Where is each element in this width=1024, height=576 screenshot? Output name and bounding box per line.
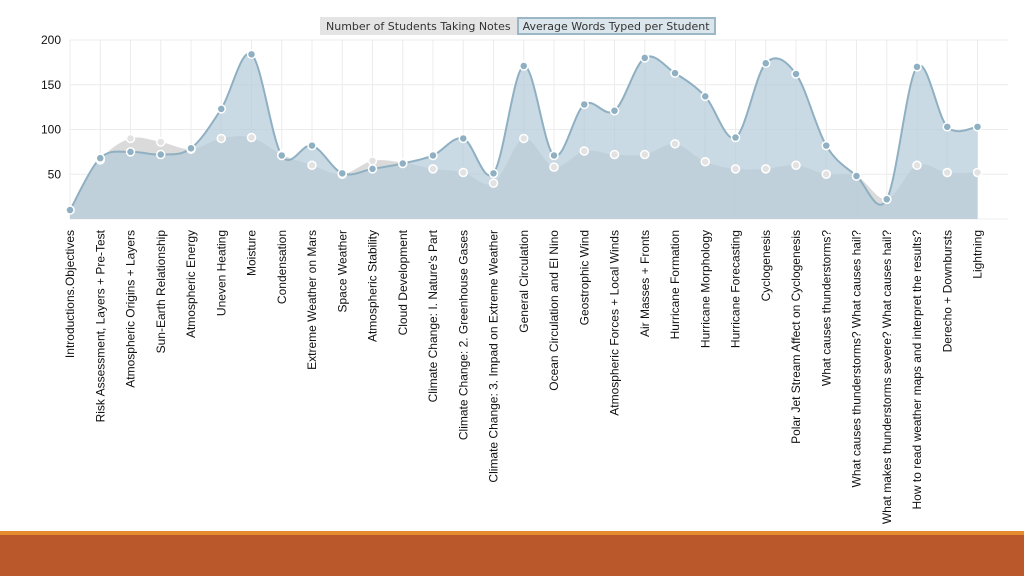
x-tick-label: Cyclogenesis bbox=[759, 230, 773, 301]
point-students-taking-notes[interactable] bbox=[156, 137, 166, 147]
line-average-words-typed bbox=[69, 52, 978, 211]
point-students-taking-notes[interactable] bbox=[519, 133, 529, 144]
point-average-words-typed[interactable] bbox=[851, 171, 862, 181]
point-average-words-typed[interactable] bbox=[307, 140, 317, 151]
x-tick-label: What makes thunderstorms severe? What ca… bbox=[880, 230, 894, 524]
point-average-words-typed[interactable] bbox=[488, 168, 499, 179]
point-average-words-typed[interactable] bbox=[125, 147, 136, 157]
x-tick-label: General Circulation bbox=[517, 230, 531, 333]
y-tick-label: 100 bbox=[41, 123, 61, 137]
x-tick-label: Introductions.Objectives bbox=[63, 230, 77, 358]
point-average-words-typed[interactable] bbox=[972, 122, 983, 132]
point-average-words-typed[interactable] bbox=[579, 99, 589, 110]
x-tick-label: Climate Change: I. Nature's Part bbox=[426, 229, 440, 402]
x-tick-label: Hurricane Morphology bbox=[698, 230, 712, 348]
point-average-words-typed[interactable] bbox=[428, 150, 438, 161]
point-students-taking-notes[interactable] bbox=[761, 164, 771, 174]
x-tick-label: Space Weather bbox=[335, 230, 349, 313]
x-tick-label: Ocean Circulation and El Nino bbox=[547, 230, 561, 391]
point-average-words-typed[interactable] bbox=[791, 69, 801, 79]
point-students-taking-notes[interactable] bbox=[307, 160, 317, 171]
x-tick-label: Moisture bbox=[245, 230, 259, 276]
x-tick-label: Atmospheric Origins + Layers bbox=[124, 230, 138, 388]
point-students-taking-notes[interactable] bbox=[488, 178, 499, 188]
point-average-words-typed[interactable] bbox=[95, 153, 105, 163]
point-average-words-typed[interactable] bbox=[398, 158, 408, 169]
y-tick-label: 50 bbox=[48, 167, 62, 181]
point-students-taking-notes[interactable] bbox=[821, 169, 831, 179]
point-average-words-typed[interactable] bbox=[337, 168, 347, 179]
point-average-words-typed[interactable] bbox=[277, 150, 287, 161]
x-tick-label: Sun-Earth Relationship bbox=[154, 230, 168, 354]
point-students-taking-notes[interactable] bbox=[640, 149, 650, 160]
point-average-words-typed[interactable] bbox=[730, 132, 741, 143]
y-axis: 50 100 150 200 bbox=[41, 33, 61, 181]
point-students-taking-notes[interactable] bbox=[700, 156, 710, 167]
x-tick-label: Hurricane Formation bbox=[668, 230, 682, 339]
x-tick-label: What causes thunderstorms? bbox=[819, 230, 833, 386]
point-average-words-typed[interactable] bbox=[246, 49, 257, 60]
x-tick-label: How to read weather maps and interpret t… bbox=[910, 230, 924, 510]
x-tick-label: Hurricane Forecasting bbox=[729, 230, 743, 348]
point-average-words-typed[interactable] bbox=[156, 149, 166, 160]
x-tick-label: Lightning bbox=[971, 230, 985, 279]
footer-accent-line bbox=[0, 531, 1024, 535]
point-students-taking-notes[interactable] bbox=[972, 167, 983, 178]
x-tick-label: Climate Change: 3. Impad on Extreme Weat… bbox=[487, 230, 501, 483]
point-students-taking-notes[interactable] bbox=[125, 133, 136, 144]
point-students-taking-notes[interactable] bbox=[730, 164, 741, 174]
x-tick-label: Atmospheric Forces + Local Winds bbox=[608, 230, 622, 416]
x-tick-label: What causes thunderstorms? What causes h… bbox=[850, 230, 864, 488]
point-average-words-typed[interactable] bbox=[367, 164, 378, 174]
point-average-words-typed[interactable] bbox=[519, 61, 529, 71]
point-students-taking-notes[interactable] bbox=[428, 164, 438, 174]
point-average-words-typed[interactable] bbox=[670, 68, 680, 78]
point-average-words-typed[interactable] bbox=[882, 194, 892, 205]
point-average-words-typed[interactable] bbox=[821, 140, 831, 151]
point-average-words-typed[interactable] bbox=[942, 122, 952, 132]
point-students-taking-notes[interactable] bbox=[246, 132, 257, 143]
x-axis: Introductions.Objectives Risk Assessment,… bbox=[63, 229, 985, 524]
x-tick-label: Atmospheric Energy bbox=[184, 230, 198, 338]
point-average-words-typed[interactable] bbox=[609, 105, 620, 116]
footer-bar bbox=[0, 535, 1024, 576]
point-average-words-typed[interactable] bbox=[216, 104, 226, 114]
x-tick-label: Condensation bbox=[275, 230, 289, 304]
point-students-taking-notes[interactable] bbox=[791, 160, 801, 171]
y-tick-label: 150 bbox=[41, 78, 61, 92]
point-students-taking-notes[interactable] bbox=[549, 162, 559, 172]
legend: Number of Students Taking Notes Average … bbox=[320, 17, 716, 35]
series-markers bbox=[65, 49, 983, 215]
x-tick-label: Climate Change: 2. Greenhouse Gases bbox=[456, 230, 470, 440]
point-average-words-typed[interactable] bbox=[65, 205, 75, 215]
point-average-words-typed[interactable] bbox=[700, 91, 710, 102]
x-tick-label: Atmospheric Stability bbox=[366, 230, 380, 342]
point-students-taking-notes[interactable] bbox=[216, 133, 226, 144]
point-students-taking-notes[interactable] bbox=[458, 167, 468, 178]
point-students-taking-notes[interactable] bbox=[579, 146, 589, 156]
x-tick-label: Risk Assessment, Layers + Pre-Test bbox=[93, 229, 107, 422]
point-average-words-typed[interactable] bbox=[549, 150, 559, 161]
point-average-words-typed[interactable] bbox=[912, 62, 922, 72]
point-students-taking-notes[interactable] bbox=[609, 149, 620, 160]
x-tick-label: Geostrophic Wind bbox=[577, 230, 591, 325]
point-students-taking-notes[interactable] bbox=[912, 160, 922, 171]
point-students-taking-notes[interactable] bbox=[670, 139, 680, 149]
point-average-words-typed[interactable] bbox=[186, 143, 196, 154]
x-tick-label: Polar Jet Stream Affect on Cyclogenesis bbox=[789, 230, 803, 444]
y-tick-label: 200 bbox=[41, 33, 61, 47]
point-average-words-typed[interactable] bbox=[761, 58, 771, 69]
legend-item-average-words-typed[interactable]: Average Words Typed per Student bbox=[516, 17, 716, 35]
point-average-words-typed[interactable] bbox=[458, 133, 468, 144]
x-tick-label: Air Masses + Fronts bbox=[638, 230, 652, 337]
point-students-taking-notes[interactable] bbox=[942, 167, 952, 178]
x-tick-label: Uneven Heating bbox=[214, 230, 228, 316]
point-students-taking-notes[interactable] bbox=[367, 156, 378, 166]
x-tick-label: Cloud Development bbox=[396, 229, 410, 335]
x-tick-label: Derecho + Downbursts bbox=[940, 230, 954, 352]
legend-item-students-taking-notes[interactable]: Number of Students Taking Notes bbox=[320, 17, 517, 35]
x-tick-label: Extreme Weather on Mars bbox=[305, 230, 319, 370]
point-average-words-typed[interactable] bbox=[640, 53, 650, 63]
